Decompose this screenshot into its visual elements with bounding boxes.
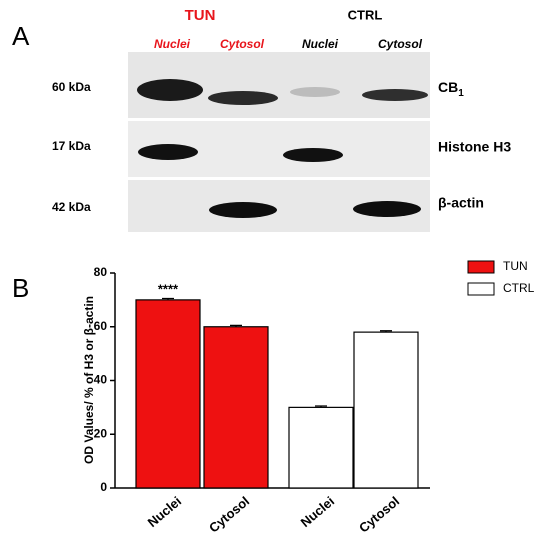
- row-label: Histone H3: [438, 139, 511, 155]
- blot: [128, 52, 430, 232]
- x-tick-label: Nuclei: [298, 493, 338, 530]
- band: [209, 202, 277, 218]
- band: [137, 79, 203, 101]
- row-label-main: CB: [438, 79, 458, 95]
- x-tick-label: Nuclei: [145, 493, 185, 530]
- row-label-sub: 1: [458, 88, 464, 99]
- legend-swatch: [467, 282, 495, 296]
- y-axis-label: OD Values/ % of H3 or β-actin: [82, 296, 96, 464]
- size-label: 42 kDa: [52, 200, 91, 214]
- panel-letter: B: [12, 273, 29, 303]
- band: [208, 91, 278, 105]
- error-bar: [380, 330, 392, 333]
- size-label: 17 kDa: [52, 139, 91, 153]
- error-bar: [162, 297, 174, 300]
- lane-label: Cytosol: [220, 37, 265, 51]
- error-bar: [315, 405, 327, 408]
- row-label: CB1: [438, 79, 464, 99]
- y-tick-label: 40: [94, 373, 108, 387]
- x-tick-label: Cytosol: [206, 493, 252, 535]
- band: [138, 144, 198, 160]
- band: [290, 87, 340, 97]
- chart: 0 20 40 60 80 Nuclei Cytosol Nuclei Cytosol **** T…: [94, 259, 535, 535]
- bar: [353, 331, 419, 489]
- band: [353, 201, 421, 217]
- error-bar: [230, 324, 242, 327]
- legend-label: CTRL: [503, 281, 535, 295]
- lane-label: Nuclei: [302, 37, 339, 51]
- lane-label: Cytosol: [378, 37, 423, 51]
- legend-label: TUN: [503, 259, 528, 273]
- y-tick-label: 0: [100, 480, 107, 494]
- y-tick-label: 60: [94, 319, 108, 333]
- y-tick-label: 80: [94, 265, 108, 279]
- bar: [288, 406, 354, 489]
- size-label: 60 kDa: [52, 80, 91, 94]
- band: [362, 89, 428, 101]
- panel-letter: A: [12, 21, 30, 51]
- group-label: TUN: [185, 7, 216, 24]
- legend-swatch: [467, 260, 495, 274]
- annotation: ****: [158, 281, 179, 296]
- bar: [203, 326, 269, 489]
- bar: [135, 299, 201, 489]
- y-tick-label: 20: [94, 426, 108, 440]
- group-label: CTRL: [348, 7, 383, 22]
- lane-label: Nuclei: [154, 37, 191, 51]
- x-tick-label: Cytosol: [356, 493, 402, 535]
- row-label: β-actin: [438, 195, 484, 211]
- band: [283, 148, 343, 162]
